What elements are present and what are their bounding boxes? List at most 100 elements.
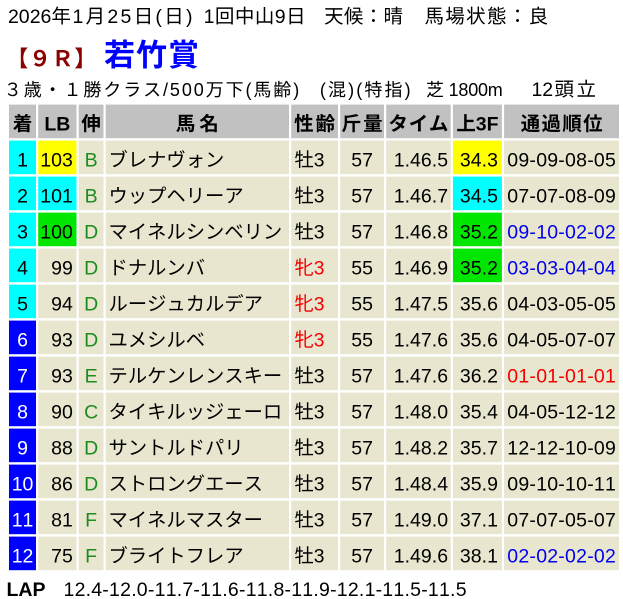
svg-text:F: F xyxy=(85,546,97,568)
svg-text:101: 101 xyxy=(40,186,73,208)
svg-text:3: 3 xyxy=(314,403,325,424)
svg-text:57: 57 xyxy=(351,222,373,244)
svg-text:93: 93 xyxy=(51,366,73,388)
svg-text:35.9: 35.9 xyxy=(460,474,498,496)
svg-text:35.7: 35.7 xyxy=(460,438,498,460)
svg-text:99: 99 xyxy=(51,258,73,280)
svg-text:07-07-05-07: 07-07-05-07 xyxy=(507,510,616,532)
svg-text:6: 6 xyxy=(17,330,28,352)
svg-text:): ) xyxy=(186,6,193,28)
svg-text:9: 9 xyxy=(275,6,286,28)
svg-text:55: 55 xyxy=(351,330,373,352)
svg-text:3: 3 xyxy=(314,475,325,496)
svg-text:09-09-08-05: 09-09-08-05 xyxy=(507,150,616,172)
svg-text:04-03-05-05: 04-03-05-05 xyxy=(507,294,616,316)
svg-text:1.48.2: 1.48.2 xyxy=(394,438,448,460)
svg-text:D: D xyxy=(84,438,98,460)
svg-text:37.1: 37.1 xyxy=(460,510,498,532)
svg-text:7: 7 xyxy=(17,366,28,388)
svg-text:3: 3 xyxy=(17,222,28,244)
svg-text:1: 1 xyxy=(204,6,215,28)
svg-text:1.46.5: 1.46.5 xyxy=(394,150,448,172)
svg-text:38.1: 38.1 xyxy=(460,546,498,568)
svg-text:F: F xyxy=(85,510,97,532)
svg-text:04-05-12-12: 04-05-12-12 xyxy=(507,402,616,424)
svg-text:1.49.6: 1.49.6 xyxy=(394,546,448,568)
svg-text:35.6: 35.6 xyxy=(460,330,498,352)
svg-text:57: 57 xyxy=(351,474,373,496)
svg-text:B: B xyxy=(85,186,98,208)
svg-text:3: 3 xyxy=(314,511,325,532)
svg-text:09-10-10-11: 09-10-10-11 xyxy=(507,474,616,496)
svg-text:3: 3 xyxy=(314,259,325,280)
svg-text:93: 93 xyxy=(51,330,73,352)
svg-text:1.47.6: 1.47.6 xyxy=(394,366,448,388)
svg-text:D: D xyxy=(84,258,98,280)
svg-text:1.46.9: 1.46.9 xyxy=(394,258,448,280)
svg-text:3F: 3F xyxy=(476,114,499,136)
svg-text:07-07-08-09: 07-07-08-09 xyxy=(507,186,616,208)
svg-text:2: 2 xyxy=(17,186,28,208)
svg-text:3: 3 xyxy=(314,331,325,352)
svg-text:57: 57 xyxy=(351,402,373,424)
svg-text:C: C xyxy=(84,402,98,424)
svg-text:09-10-02-02: 09-10-02-02 xyxy=(507,222,616,244)
svg-text:12-12-10-09: 12-12-10-09 xyxy=(507,438,616,460)
svg-text:57: 57 xyxy=(351,186,373,208)
svg-text:100: 100 xyxy=(40,222,73,244)
svg-text:9: 9 xyxy=(17,438,28,460)
svg-text:3: 3 xyxy=(314,223,325,244)
svg-text:3: 3 xyxy=(314,367,325,388)
svg-text:57: 57 xyxy=(351,510,373,532)
svg-text:57: 57 xyxy=(351,546,373,568)
svg-text:1.47.5: 1.47.5 xyxy=(394,294,448,316)
svg-text:34.5: 34.5 xyxy=(460,186,498,208)
svg-text:90: 90 xyxy=(51,402,73,424)
svg-text:1800m: 1800m xyxy=(449,80,503,100)
svg-text:2026: 2026 xyxy=(8,6,51,28)
svg-text:57: 57 xyxy=(351,150,373,172)
svg-text:35.2: 35.2 xyxy=(460,258,498,280)
svg-text:55: 55 xyxy=(351,258,373,280)
svg-text:3: 3 xyxy=(314,547,325,568)
svg-text:103: 103 xyxy=(40,150,73,172)
svg-text:1.46.8: 1.46.8 xyxy=(394,222,448,244)
svg-text:1.46.7: 1.46.7 xyxy=(394,186,448,208)
svg-text:8: 8 xyxy=(17,402,28,424)
svg-text:12: 12 xyxy=(12,546,34,568)
svg-text:12.4-12.0-11.7-11.6-11.8-11.9-: 12.4-12.0-11.7-11.6-11.8-11.9-12.1-11.5-… xyxy=(64,579,467,599)
svg-text:1: 1 xyxy=(73,6,84,28)
svg-text:(: ( xyxy=(155,6,162,28)
svg-text:12: 12 xyxy=(532,79,554,101)
svg-text:1: 1 xyxy=(17,150,28,172)
svg-text:10: 10 xyxy=(12,474,34,496)
svg-text:D: D xyxy=(84,294,98,316)
svg-text:(: ( xyxy=(246,80,252,100)
svg-text:/500: /500 xyxy=(163,80,204,100)
svg-text:35.4: 35.4 xyxy=(460,402,498,424)
svg-text:3: 3 xyxy=(314,151,325,172)
svg-text:LB: LB xyxy=(44,114,70,136)
svg-text:1.48.0: 1.48.0 xyxy=(394,402,448,424)
svg-text:35.2: 35.2 xyxy=(460,222,498,244)
svg-text:D: D xyxy=(84,330,98,352)
svg-text:3: 3 xyxy=(314,295,325,316)
svg-text:5: 5 xyxy=(17,294,28,316)
svg-text:57: 57 xyxy=(351,366,373,388)
svg-text:55: 55 xyxy=(351,294,373,316)
svg-text:35.6: 35.6 xyxy=(460,294,498,316)
svg-text:): ) xyxy=(405,80,411,100)
svg-text:1.48.4: 1.48.4 xyxy=(394,474,448,496)
svg-text:01-01-01-01: 01-01-01-01 xyxy=(507,366,616,388)
svg-text:4: 4 xyxy=(17,258,28,280)
svg-text:94: 94 xyxy=(51,294,73,316)
svg-text:75: 75 xyxy=(51,546,73,568)
svg-text:3: 3 xyxy=(314,439,325,460)
svg-text:3: 3 xyxy=(314,187,325,208)
svg-text:B: B xyxy=(85,150,98,172)
svg-text:(: ( xyxy=(320,80,326,100)
svg-text:1.49.0: 1.49.0 xyxy=(394,510,448,532)
svg-text:04-05-07-07: 04-05-07-07 xyxy=(507,330,616,352)
svg-text:D: D xyxy=(84,222,98,244)
svg-text:LAP: LAP xyxy=(7,579,46,599)
